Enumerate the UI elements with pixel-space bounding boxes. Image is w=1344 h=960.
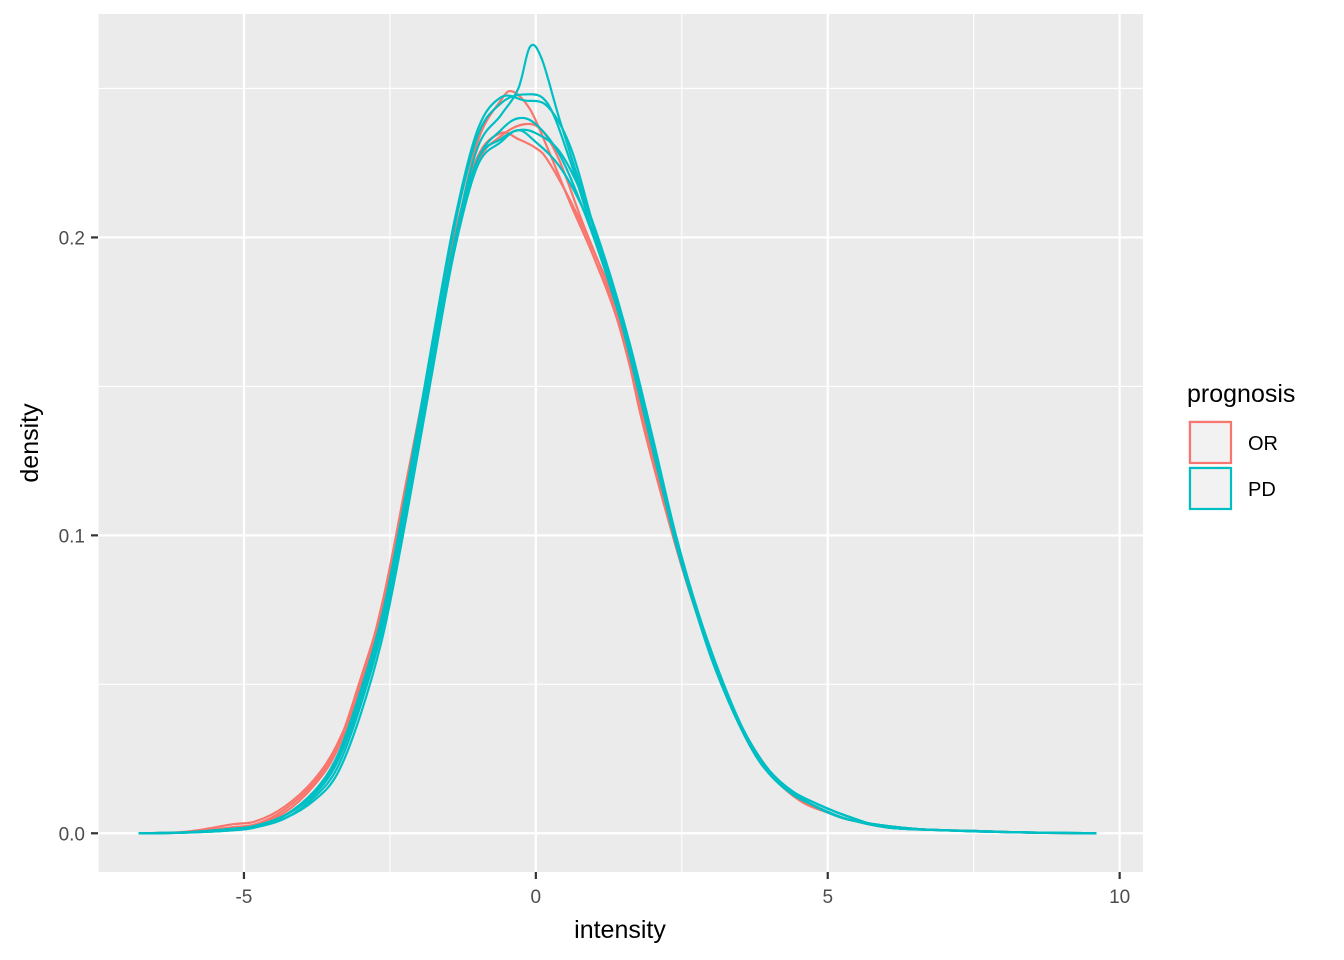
x-tick-label: 0 — [531, 887, 542, 908]
legend-items: OR PD — [1188, 420, 1278, 511]
x-axis-tick-labels: -5 0 5 10 — [235, 887, 1130, 908]
y-tick-label: 0.2 — [59, 228, 85, 249]
major-gridlines — [98, 14, 1143, 872]
legend-label-pd: PD — [1248, 479, 1276, 501]
y-tick-label: 0.0 — [59, 824, 85, 845]
density-curve-or — [138, 131, 1097, 835]
density-curve-pd — [138, 128, 1097, 835]
density-curves — [138, 43, 1097, 835]
legend-swatch-pd — [1188, 466, 1233, 511]
axis-ticks — [91, 236, 1121, 879]
legend-title: prognosis — [1187, 380, 1295, 408]
legend: prognosis OR PD — [1187, 380, 1295, 511]
legend-swatch-or — [1188, 420, 1233, 465]
y-axis-tick-labels: 0.0 0.1 0.2 — [59, 228, 85, 845]
density-curve-pd — [138, 129, 1097, 835]
legend-key-or — [1188, 420, 1231, 463]
x-tick-label: -5 — [235, 887, 252, 908]
x-axis-title: intensity — [574, 916, 666, 944]
y-axis-title: density — [16, 403, 44, 483]
x-tick-label: 10 — [1109, 887, 1130, 908]
plot-panel — [98, 14, 1143, 872]
minor-gridlines — [97, 14, 1143, 872]
y-tick-label: 0.1 — [59, 526, 85, 547]
x-tick-label: 5 — [822, 887, 833, 908]
legend-key-pd — [1188, 466, 1231, 509]
legend-label-or: OR — [1248, 433, 1278, 455]
